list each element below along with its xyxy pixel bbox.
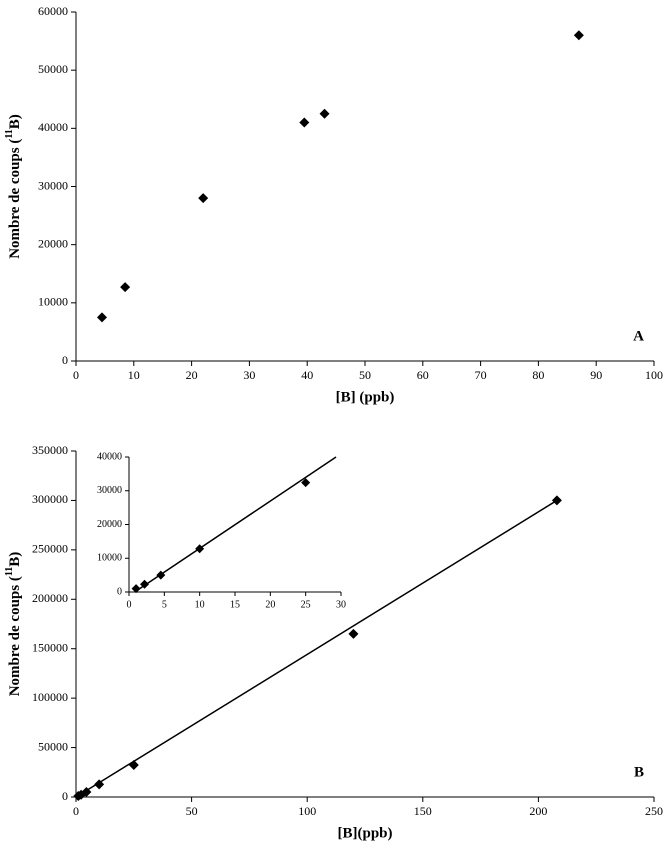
x-tick-label: 0 [73,368,79,382]
y-axis-label: Nombre de coups (11B) [4,552,23,697]
y-label-text: B) [7,552,23,567]
x-tick-label: 20 [265,599,275,610]
x-tick-label: 90 [590,368,602,382]
data-point [97,312,108,323]
y-tick-label: 40000 [97,451,122,462]
panel-label: B [634,764,644,780]
x-axis-label: [B](ppb) [337,825,392,841]
panel-label: A [633,328,644,344]
x-tick-label: 200 [529,804,547,818]
y-tick-label: 300000 [32,492,68,506]
data-point [128,759,139,770]
x-tick-label: 10 [195,599,205,610]
data-point [299,117,310,128]
x-tick-label: 80 [532,368,544,382]
x-tick-label: 25 [301,599,311,610]
x-tick-label: 40 [301,368,313,382]
x-tick-label: 20 [186,368,198,382]
data-point [120,282,131,293]
x-tick-label: 50 [359,368,371,382]
data-point [573,30,584,41]
x-tick-label: 5 [162,599,167,610]
y-axis-label: Nombre de coups (11B) [4,114,23,259]
x-tick-label: 100 [298,804,316,818]
y-tick-label: 30000 [97,485,122,496]
fit-line [134,456,337,593]
y-tick-label: 0 [62,789,68,803]
y-tick-label: 20000 [38,236,68,250]
y-tick-label: 100000 [32,690,68,704]
x-tick-label: 15 [230,599,240,610]
x-tick-label: 50 [186,804,198,818]
y-tick-label: 0 [62,353,68,367]
y-label-text: Nombre de coups ( [7,576,23,696]
y-tick-label: 350000 [32,443,68,457]
data-point [156,570,166,580]
y-label-superscript: 11 [4,567,15,576]
y-tick-label: 10000 [97,553,122,564]
inset-background [84,453,351,618]
data-point [195,544,205,554]
data-point [551,495,562,506]
x-tick-label: 100 [645,368,663,382]
data-point [348,628,359,639]
x-tick-label: 10 [128,368,140,382]
y-tick-label: 60000 [38,4,68,18]
y-tick-label: 200000 [32,591,68,605]
y-tick-label: 50000 [38,739,68,753]
y-label-text: B) [7,114,23,129]
data-point [198,193,209,204]
data-point [301,478,311,488]
x-tick-label: 30 [336,599,346,610]
y-tick-label: 20000 [97,519,122,530]
y-tick-label: 150000 [32,640,68,654]
x-tick-label: 30 [243,368,255,382]
x-tick-label: 250 [645,804,663,818]
y-tick-label: 10000 [38,295,68,309]
x-axis-label: [B] (ppb) [336,389,395,405]
y-tick-label: 30000 [38,178,68,192]
x-tick-label: 0 [127,599,132,610]
data-point [319,108,330,119]
y-tick-label: 40000 [38,120,68,134]
data-point [81,787,92,798]
y-tick-label: 0 [117,586,122,597]
data-point [140,579,150,589]
y-label-text: Nombre de coups ( [7,139,23,259]
data-point [131,584,141,594]
x-tick-label: 60 [417,368,429,382]
y-label-superscript: 11 [4,129,15,138]
x-tick-label: 70 [475,368,487,382]
y-tick-label: 250000 [32,542,68,556]
x-tick-label: 0 [73,804,79,818]
data-point [94,779,105,790]
x-tick-label: 150 [414,804,432,818]
y-tick-label: 50000 [38,62,68,76]
fit-line [75,499,558,798]
